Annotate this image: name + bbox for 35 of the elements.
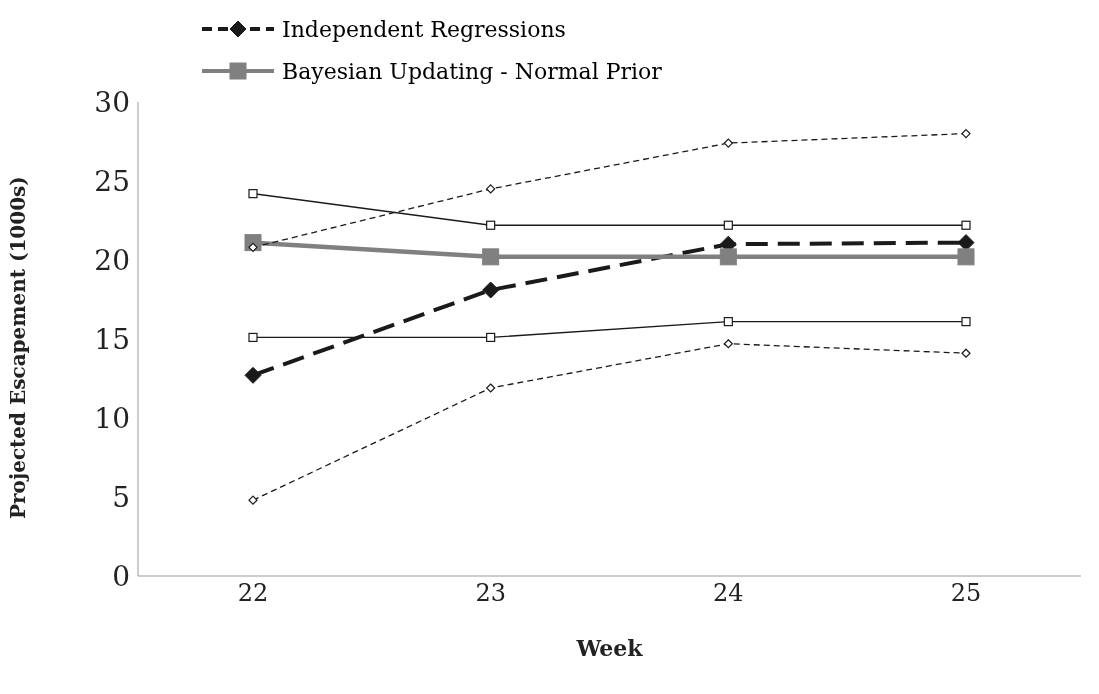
point (244, 366, 262, 384)
x-tick-label: 24 (713, 579, 744, 608)
y-tick-label: 5 (112, 480, 130, 514)
point (486, 383, 496, 393)
point (486, 184, 496, 194)
x-axis-title: Week (575, 635, 644, 661)
point (486, 332, 496, 343)
point (482, 248, 500, 266)
y-axis-title: Projected Escapement (1000s) (6, 176, 31, 519)
point (723, 138, 733, 148)
legend-label: Bayesian Updating - Normal Prior (282, 58, 662, 84)
point (482, 281, 500, 299)
point (961, 317, 971, 327)
y-tick-label: 30 (94, 85, 130, 119)
point (723, 339, 733, 349)
point (248, 332, 258, 343)
x-tick-label: 22 (237, 579, 269, 608)
legend-label: Independent Regressions (282, 16, 566, 42)
x-tick-label: 25 (950, 579, 982, 608)
point (957, 248, 975, 266)
point (486, 220, 496, 230)
point (248, 495, 258, 505)
y-tick-label: 0 (112, 559, 130, 593)
y-tick-label: 20 (94, 243, 130, 277)
point (719, 248, 737, 266)
y-tick-label: 15 (94, 322, 130, 356)
x-tick-label: 23 (475, 579, 506, 608)
point (961, 129, 971, 139)
point (961, 220, 971, 230)
point (961, 348, 971, 358)
y-tick-label: 10 (94, 401, 130, 435)
point (723, 220, 733, 230)
point (723, 317, 733, 327)
y-tick-label: 25 (94, 164, 130, 198)
point (248, 189, 258, 199)
